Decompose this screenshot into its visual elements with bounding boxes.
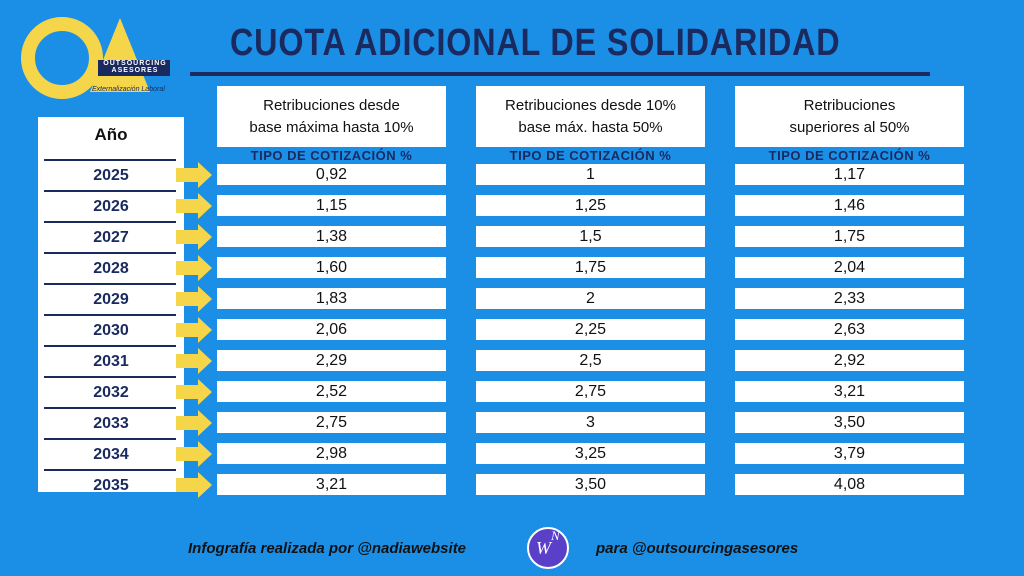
value-cell: 3,50 <box>735 412 964 433</box>
value-cell: 2,52 <box>217 381 446 402</box>
value-cell: 1,17 <box>735 164 964 185</box>
value-cell: 1,75 <box>476 257 705 278</box>
row-arrow <box>176 224 212 250</box>
column-header: Retribuciones desde 10% base máx. hasta 5… <box>476 86 705 147</box>
year-header: Año <box>94 125 128 144</box>
header-line: base máx. hasta 50% <box>518 118 663 136</box>
header-line: Retribuciones desde <box>263 96 400 114</box>
badge <box>527 527 569 569</box>
footer-credit: para @outsourcingasesores <box>596 540 799 557</box>
row-arrow <box>176 317 212 343</box>
badge-letter: N <box>551 528 560 543</box>
header-line: Retribuciones desde 10% <box>505 96 676 114</box>
value-cell: 2,98 <box>217 443 446 464</box>
column-header: Retribuciones desde base máxima hasta 10% <box>217 86 446 147</box>
value-cell: 0,92 <box>217 164 446 185</box>
value-cell: 3,50 <box>476 474 705 495</box>
header-line: base máxima hasta 10% <box>249 118 414 136</box>
column-header: Retribuciones superiores al 50% <box>735 86 964 147</box>
value-cell: 2,5 <box>476 350 705 371</box>
row-arrow <box>176 472 212 498</box>
value-cell: 1,46 <box>735 195 964 216</box>
row-arrow <box>176 162 212 188</box>
value-cell: 2,75 <box>217 412 446 433</box>
value-cell: 2,29 <box>217 350 446 371</box>
value-cell: 2,63 <box>735 319 964 340</box>
value-cell: 2,25 <box>476 319 705 340</box>
value-cell: 1,38 <box>217 226 446 247</box>
year-cell: 2028 <box>93 260 129 277</box>
row-arrow <box>176 255 212 281</box>
year-cell: 2035 <box>93 477 129 494</box>
title: CUOTA ADICIONAL DE SOLIDARIDAD <box>230 22 841 64</box>
header-line: superiores al 50% <box>789 118 910 136</box>
logo-circle <box>21 17 103 99</box>
value-cell: 2,92 <box>735 350 964 371</box>
year-cell: 2027 <box>93 229 129 246</box>
value-cell: 2,06 <box>217 319 446 340</box>
year-cell: 2029 <box>93 291 129 308</box>
value-cell: 1,83 <box>217 288 446 309</box>
year-cell: 2034 <box>93 446 129 463</box>
footer-credit: Infografía realizada por @nadiawebsite <box>188 540 467 557</box>
year-cell: 2032 <box>93 384 129 401</box>
logo-line: ASESORES <box>111 67 159 74</box>
value-cell: 3,21 <box>217 474 446 495</box>
year-cell: 2031 <box>93 353 129 370</box>
value-cell: 1,60 <box>217 257 446 278</box>
column-subheader: TIPO DE COTIZACIÓN % <box>768 148 931 163</box>
value-cell: 3,25 <box>476 443 705 464</box>
value-cell: 3 <box>476 412 705 433</box>
column-subheader: TIPO DE COTIZACIÓN % <box>509 148 672 163</box>
logo-line: OUTSOURCING <box>103 60 167 67</box>
year-cell: 2025 <box>93 167 129 184</box>
row-arrow <box>176 410 212 436</box>
value-cell: 1,75 <box>735 226 964 247</box>
row-arrow <box>176 379 212 405</box>
row-arrow <box>176 193 212 219</box>
value-cell: 1,15 <box>217 195 446 216</box>
value-cell: 2 <box>476 288 705 309</box>
value-cell: 3,79 <box>735 443 964 464</box>
logo-tagline: Externalización Laboral <box>92 86 165 93</box>
year-panel <box>38 117 184 492</box>
value-cell: 2,04 <box>735 257 964 278</box>
column-subheader: TIPO DE COTIZACIÓN % <box>250 148 413 163</box>
row-arrow <box>176 286 212 312</box>
value-cell: 3,21 <box>735 381 964 402</box>
value-cell: 1,5 <box>476 226 705 247</box>
year-cell: 2026 <box>93 198 129 215</box>
year-cell: 2030 <box>93 322 129 339</box>
logo-band <box>98 60 170 76</box>
year-cell: 2033 <box>93 415 129 432</box>
value-cell: 2,75 <box>476 381 705 402</box>
header-line: Retribuciones <box>803 96 896 114</box>
logo-text: OUTSOURCING ASESORES <box>100 60 170 74</box>
row-arrow <box>176 348 212 374</box>
value-cell: 4,08 <box>735 474 964 495</box>
value-cell: 2,33 <box>735 288 964 309</box>
row-arrow <box>176 441 212 467</box>
value-cell: 1 <box>476 164 705 185</box>
badge-letter: W <box>536 538 551 558</box>
value-cell: 1,25 <box>476 195 705 216</box>
